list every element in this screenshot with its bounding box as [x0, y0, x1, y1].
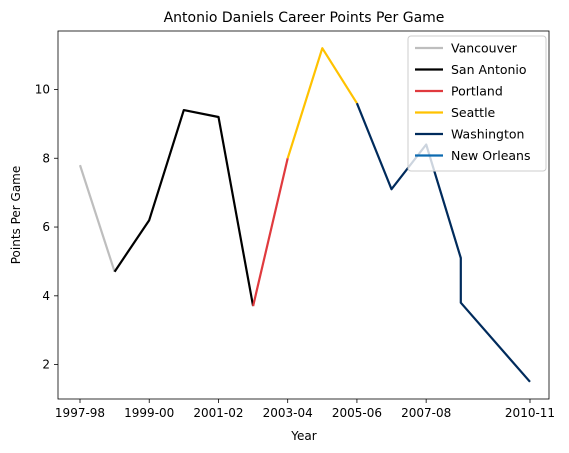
- x-tick-label-6: 2010-11: [505, 406, 555, 420]
- x-tick-label-5: 2007-08: [401, 406, 451, 420]
- x-axis-title: Year: [290, 429, 316, 443]
- legend-label-3: Seattle: [451, 105, 496, 120]
- plot-lines: [78, 47, 531, 383]
- y-tick-label-4: 10: [35, 82, 50, 96]
- x-tick-label-4: 2005-06: [332, 406, 382, 420]
- y-tick-label-0: 2: [42, 358, 50, 372]
- legend-label-1: San Antonio: [451, 62, 527, 77]
- legend: Vancouver San Antonio Portland Seattle Washi…: [407, 35, 547, 172]
- legend-label-2: Portland: [451, 84, 503, 99]
- y-tick-label-1: 4: [42, 289, 50, 303]
- x-tick-label-1: 1999-00: [124, 406, 174, 420]
- x-axis: 1997-98 1999-00 2001-02 2003-04 2005-06 2007-…: [55, 399, 555, 420]
- series-line-2: [252, 158, 289, 307]
- x-tick-label-3: 2003-04: [263, 406, 313, 420]
- series-line-3: [286, 47, 358, 159]
- chart-title: Antonio Daniels Career Points Per Game: [164, 10, 445, 26]
- y-tick-label-3: 8: [42, 151, 50, 165]
- y-tick-label-2: 6: [42, 220, 50, 234]
- x-tick-label-0: 1997-98: [55, 406, 105, 420]
- series-line-0: [78, 164, 116, 273]
- series-line-1: [113, 108, 255, 307]
- x-tick-label-2: 2001-02: [193, 406, 243, 420]
- legend-label-4: Washington: [451, 127, 524, 142]
- plot-frame: [57, 30, 550, 400]
- y-axis-title: Points Per Game: [9, 166, 23, 265]
- legend-label-5: New Orleans: [451, 148, 530, 163]
- y-axis: 2 4 6 8 10: [35, 82, 58, 372]
- legend-label-0: Vancouver: [451, 41, 518, 56]
- series-line-4: [355, 102, 531, 383]
